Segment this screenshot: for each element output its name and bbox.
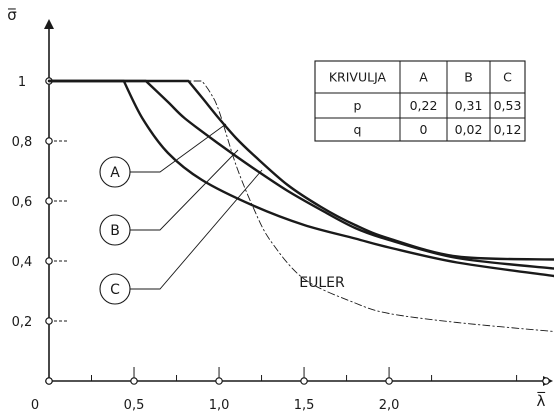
callout-leader-a	[130, 123, 227, 173]
callout-circle-b	[99, 214, 131, 246]
y-tick-label: 0,4	[12, 255, 33, 270]
x-tick-marker	[215, 377, 223, 385]
euler-label: EULER	[299, 275, 345, 291]
table-header-cell: KRIVULJA	[329, 70, 387, 85]
callout-label-b: B	[110, 223, 120, 239]
x-tick-label: 1,0	[209, 398, 230, 412]
table-cell: 0,02	[455, 122, 483, 137]
x-axis-title: λ̅	[537, 391, 546, 410]
y-axis-title: σ̅	[7, 6, 17, 24]
table-header-cell: C	[503, 70, 512, 85]
y-tick-label: 0,2	[12, 315, 33, 330]
table-cell: 0,22	[410, 98, 438, 113]
y-tick-label: 0,6	[12, 195, 33, 210]
y-tick-marker	[45, 317, 53, 325]
origin-marker	[45, 377, 53, 385]
x-tick-label: 0	[31, 398, 39, 412]
parameter-table: KRIVULJA A B Cp 0,22 0,31 0,53 q 0 0,02 0,12	[314, 60, 526, 142]
x-tick-marker	[130, 377, 138, 385]
y-tick-label: 1	[18, 75, 26, 90]
callout-circle-c	[99, 273, 131, 305]
y-tick-marker	[45, 137, 53, 145]
callout-label-c: C	[110, 282, 120, 298]
y-tick-label: 0,8	[12, 135, 33, 150]
series-line-b	[47, 79, 554, 270]
marker-callouts: A B C	[99, 123, 263, 305]
x-axis-end-marker	[542, 377, 550, 385]
table-cell: 0,12	[494, 122, 522, 137]
table-cell: q	[354, 122, 362, 137]
callout-label-a: A	[110, 165, 120, 181]
table-cell: 0,31	[455, 98, 483, 113]
x-tick-label: 1,5	[294, 398, 315, 412]
series-layer	[47, 79, 554, 332]
series-line-c	[47, 79, 554, 278]
table-cell: p	[354, 98, 362, 113]
table-cell: 0,53	[494, 98, 522, 113]
x-tick-marker	[300, 377, 308, 385]
table-header-cell: B	[464, 70, 473, 85]
x-tick-marker	[385, 377, 393, 385]
callout-circle-a	[99, 156, 131, 188]
table-cell: 0	[420, 122, 428, 137]
series-line-euler	[48, 80, 554, 332]
ticks: 0 0,5 1,0 1,5 2,0 0,2 0,4 0,6 0,8 1	[12, 75, 550, 412]
x-tick-label: 2,0	[379, 398, 400, 412]
callout-leader-c	[130, 169, 263, 290]
callout-leader-b	[130, 149, 239, 231]
y-tick-marker	[45, 257, 53, 265]
table-header-cell: A	[419, 70, 428, 85]
x-tick-label: 0,5	[124, 398, 145, 412]
y-tick-marker	[45, 197, 53, 205]
